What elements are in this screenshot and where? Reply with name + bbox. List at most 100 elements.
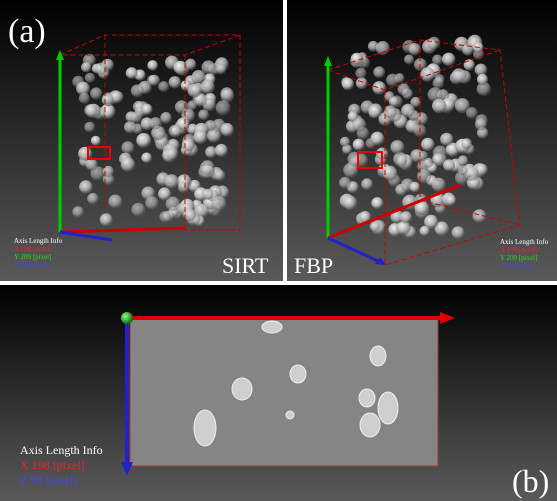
particle bbox=[130, 111, 142, 123]
particle bbox=[371, 197, 383, 209]
particle bbox=[409, 43, 421, 55]
particle bbox=[79, 180, 93, 194]
particle bbox=[193, 130, 207, 144]
particle bbox=[90, 87, 102, 99]
particle bbox=[458, 155, 469, 166]
particle bbox=[393, 152, 407, 166]
particle bbox=[141, 153, 152, 164]
particle bbox=[149, 117, 161, 129]
particle bbox=[131, 84, 144, 97]
axis-info-title: Axis Length Info bbox=[20, 443, 103, 457]
particle bbox=[145, 196, 158, 209]
particle bbox=[339, 177, 351, 189]
particle bbox=[79, 93, 90, 104]
particle bbox=[86, 159, 98, 171]
particle bbox=[72, 206, 83, 217]
particle bbox=[100, 213, 113, 226]
particle bbox=[87, 193, 98, 204]
particle bbox=[400, 211, 412, 223]
particle bbox=[442, 53, 455, 66]
particle bbox=[343, 196, 357, 210]
axis-info: X 198 [pixel] bbox=[14, 245, 52, 253]
particle bbox=[141, 104, 152, 115]
panel-label: (b) bbox=[512, 463, 549, 499]
particle bbox=[175, 100, 189, 114]
particle bbox=[475, 119, 487, 131]
particle bbox=[121, 141, 134, 154]
particle bbox=[432, 55, 443, 66]
particle bbox=[202, 189, 213, 200]
particle bbox=[376, 41, 390, 55]
particle bbox=[443, 159, 455, 171]
particle bbox=[136, 133, 151, 148]
particle bbox=[410, 182, 421, 193]
method-label: SIRT bbox=[222, 253, 269, 278]
particle bbox=[466, 107, 478, 119]
particle bbox=[220, 87, 233, 100]
particle bbox=[353, 139, 365, 151]
axis-info: X 198 [pixel] bbox=[500, 246, 538, 254]
figure: (a) SIRT FBP (b) Axis Length Info X 198 … bbox=[0, 0, 557, 501]
panel-label: (a) bbox=[8, 13, 46, 50]
method-label: FBP bbox=[294, 253, 333, 278]
particle bbox=[421, 138, 434, 151]
particle bbox=[215, 170, 226, 181]
particle bbox=[159, 211, 171, 223]
particle bbox=[384, 105, 397, 118]
particle bbox=[103, 166, 114, 177]
particle bbox=[126, 67, 138, 79]
particle bbox=[477, 74, 488, 85]
particle bbox=[440, 133, 453, 146]
particle bbox=[188, 84, 202, 98]
particle bbox=[182, 138, 195, 151]
particle bbox=[131, 203, 145, 217]
particle bbox=[108, 195, 122, 209]
particle bbox=[342, 78, 354, 90]
axis-info: Z 93 [pixel] bbox=[20, 473, 77, 487]
particle bbox=[158, 187, 171, 200]
particle bbox=[81, 62, 91, 72]
particle bbox=[368, 104, 382, 118]
particle bbox=[212, 196, 227, 211]
particle bbox=[452, 68, 467, 83]
particle bbox=[353, 118, 367, 132]
particle bbox=[446, 195, 456, 205]
particle bbox=[201, 80, 215, 94]
particle bbox=[158, 81, 169, 92]
particle bbox=[348, 152, 362, 166]
particle bbox=[371, 132, 385, 146]
particle bbox=[215, 144, 228, 157]
particle bbox=[417, 169, 431, 183]
origin bbox=[121, 312, 133, 324]
particle bbox=[91, 136, 101, 146]
particle bbox=[458, 165, 468, 175]
particle bbox=[102, 94, 114, 106]
particle bbox=[200, 160, 215, 175]
particle bbox=[178, 182, 189, 193]
particle bbox=[372, 81, 386, 95]
axis-info: Z 93 [pixel] bbox=[500, 262, 533, 270]
particle bbox=[84, 122, 95, 133]
axis-info-title: Axis Length Info bbox=[500, 238, 549, 246]
particle bbox=[390, 140, 404, 154]
axis-info: X 198 [pixel] bbox=[20, 458, 85, 472]
particle bbox=[166, 148, 178, 160]
particle bbox=[220, 123, 233, 136]
particle bbox=[216, 64, 226, 74]
particle bbox=[147, 75, 157, 85]
particle bbox=[464, 59, 475, 70]
particle bbox=[404, 54, 414, 64]
particle bbox=[420, 226, 430, 236]
slice bbox=[130, 318, 438, 466]
particle bbox=[355, 68, 366, 79]
particle bbox=[420, 67, 434, 81]
axis-info-title: Axis Length Info bbox=[14, 237, 63, 245]
particle bbox=[432, 178, 446, 192]
particle bbox=[121, 157, 135, 171]
particle bbox=[340, 137, 350, 147]
particle bbox=[428, 37, 441, 50]
particle bbox=[432, 99, 446, 113]
particle bbox=[85, 73, 95, 83]
particle bbox=[84, 104, 97, 117]
particle bbox=[169, 76, 181, 88]
